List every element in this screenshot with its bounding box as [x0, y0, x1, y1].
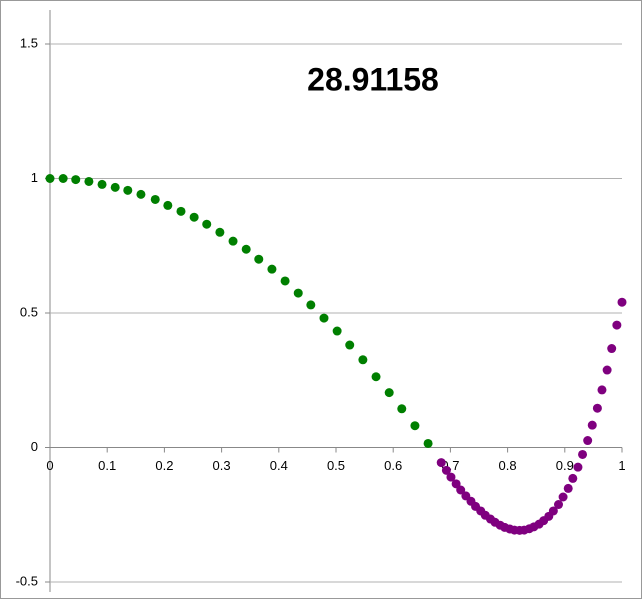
point: [280, 276, 290, 286]
point: [568, 473, 578, 483]
point: [371, 372, 381, 382]
x-tick-label: 0: [46, 458, 53, 473]
point: [592, 403, 602, 413]
point: [202, 219, 212, 229]
point: [397, 404, 407, 414]
point: [587, 420, 597, 430]
x-tick-label: 0.8: [499, 458, 517, 473]
point: [384, 388, 394, 398]
x-tick-label: 0.4: [270, 458, 288, 473]
point: [578, 449, 588, 459]
y-tick-label: 1: [31, 170, 38, 185]
point: [319, 313, 329, 323]
point: [423, 438, 433, 448]
y-tick-label: -0.5: [16, 573, 38, 588]
x-tick-label: 0.3: [213, 458, 231, 473]
point: [267, 264, 277, 274]
point: [436, 458, 446, 468]
point: [84, 176, 94, 186]
point: [136, 189, 146, 199]
annotation: 28.91158: [307, 61, 439, 97]
point: [150, 194, 160, 204]
x-tick-label: 0.2: [155, 458, 173, 473]
point: [176, 206, 186, 216]
point: [410, 421, 420, 431]
point: [293, 288, 303, 298]
point: [215, 227, 225, 237]
point: [456, 485, 466, 495]
x-tick-label: 1: [618, 458, 625, 473]
point: [358, 355, 368, 365]
point: [573, 462, 583, 472]
point: [345, 340, 355, 350]
point: [451, 479, 461, 489]
point: [71, 175, 81, 185]
point: [607, 344, 617, 354]
y-tick-label: 1.5: [20, 35, 38, 50]
point: [123, 185, 133, 195]
point: [45, 174, 55, 183]
point: [110, 182, 120, 192]
point: [254, 254, 264, 264]
point: [189, 212, 199, 222]
x-tick-label: 0.5: [327, 458, 345, 473]
x-tick-label: 0.6: [384, 458, 402, 473]
point: [241, 244, 251, 254]
point: [602, 365, 612, 375]
y-tick-label: 0.5: [20, 304, 38, 319]
point: [441, 465, 451, 475]
point: [617, 297, 627, 307]
point: [332, 326, 342, 336]
point: [446, 472, 456, 482]
point: [612, 320, 622, 330]
y-tick-label: 0: [31, 439, 38, 454]
point: [563, 483, 573, 493]
point: [597, 385, 607, 395]
point: [306, 300, 316, 310]
x-tick-label: 0.1: [98, 458, 116, 473]
x-tick-label: 0.9: [556, 458, 574, 473]
point: [163, 200, 173, 210]
point: [548, 506, 558, 516]
point: [97, 179, 107, 189]
point: [58, 174, 68, 183]
point: [228, 236, 238, 246]
point: [583, 436, 593, 446]
point: [554, 500, 564, 510]
point: [558, 492, 568, 502]
